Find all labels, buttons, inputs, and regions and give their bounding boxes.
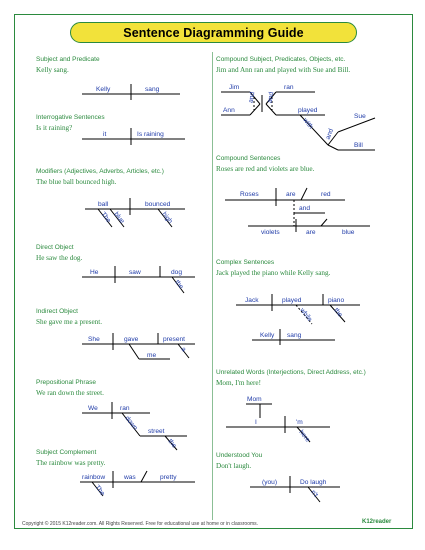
diagram-word: Kelly — [96, 86, 111, 93]
section-heading: Indirect Object — [36, 308, 78, 315]
diagram-direct-object: He saw dog the — [82, 266, 195, 294]
diagram-word: and — [248, 91, 257, 103]
section-sentence: Don't laugh. — [216, 462, 252, 470]
diagram-word: n't — [309, 489, 319, 499]
diagram-word: it — [103, 131, 106, 138]
diagram-word: Bill — [354, 142, 363, 149]
diagram-word: (you) — [262, 479, 277, 486]
section-heading: Direct Object — [36, 244, 74, 251]
diagram-indirect-object: She gave present me a — [82, 333, 195, 360]
diagram-word: ball — [98, 201, 109, 208]
diagram-word: down — [123, 415, 138, 432]
section-heading: Modifiers (Adjectives, Adverbs, Articles… — [36, 168, 164, 175]
section-sentence: He saw the dog. — [36, 254, 83, 262]
diagram-word: was — [123, 474, 136, 481]
section-heading: Compound Sentences — [216, 155, 281, 162]
diagram-word: and — [299, 205, 310, 212]
diagram-word: dog — [171, 269, 182, 276]
section-sentence: The rainbow was pretty. — [36, 459, 106, 467]
diagram-word: Do laugh — [300, 479, 327, 486]
diagram-prepositional: We ran down street the — [82, 402, 187, 451]
diagram-modifiers: ball bounced The blue high — [85, 198, 185, 228]
diagram-compound-sentences: Roses are red and violets are blue — [225, 187, 370, 236]
section-sentence: Mom, I'm here! — [216, 379, 262, 387]
diagram-word: and — [325, 128, 335, 141]
diagram-word: We — [88, 405, 98, 412]
diagram-word: Jack — [245, 297, 259, 304]
diagram-word: bounced — [145, 201, 171, 208]
section-heading: Complex Sentences — [216, 259, 275, 266]
section-heading: Prepositional Phrase — [36, 379, 96, 386]
diagram-word: pretty — [160, 474, 177, 481]
diagram-word: 'm — [296, 419, 303, 426]
section-sentence: Jim and Ann ran and played with Sue and … — [216, 66, 351, 74]
diagram-word: The — [93, 484, 106, 498]
section-heading: Compound Subject, Predicates, Objects, e… — [216, 56, 346, 63]
diagram-word: the — [166, 438, 177, 450]
section-heading: Subject and Predicate — [36, 56, 100, 63]
diagram-word: the — [173, 279, 184, 291]
section-sentence: Kelly sang. — [36, 66, 69, 74]
diagram-word: Jim — [229, 84, 240, 91]
diagram-word: sang — [145, 86, 160, 93]
page-title: Sentence Diagramming Guide — [123, 25, 304, 40]
diagram-word: the — [332, 307, 343, 319]
diagram-word: ran — [284, 84, 294, 91]
page-frame — [14, 14, 413, 529]
diagram-unrelated: Mom I 'm here — [226, 396, 330, 444]
diagram-word: sang — [287, 332, 302, 339]
brand-logo[interactable]: K12reader — [362, 519, 392, 525]
copyright-text: Copyright © 2015 K12reader.com. All Righ… — [22, 521, 259, 527]
diagram-word: He — [90, 269, 99, 276]
diagram-word: gave — [124, 336, 139, 343]
diagram-word: Roses — [240, 191, 259, 198]
diagram-word: Ann — [223, 107, 235, 114]
diagram-word: while — [298, 306, 314, 323]
diagram-word: She — [88, 336, 100, 343]
diagram-word: blue — [342, 229, 355, 236]
diagram-word: saw — [129, 269, 141, 276]
diagram-word: are — [286, 191, 296, 198]
diagram-word: me — [147, 352, 156, 359]
diagram-word: red — [321, 191, 331, 198]
diagram-subject-complement: rainbow was pretty The — [80, 470, 195, 498]
diagram-word: violets — [261, 229, 280, 236]
diagram-understood: (you) Do laugh n't — [250, 476, 340, 503]
diagram-word: are — [306, 229, 316, 236]
section-sentence: Is it raining? — [36, 124, 73, 132]
diagram-word: ran — [120, 405, 130, 412]
section-heading: Subject Complement — [36, 449, 97, 456]
section-sentence: She gave me a present. — [36, 318, 103, 326]
diagram-word: Mom — [247, 396, 262, 403]
diagram-word: played — [298, 107, 318, 114]
diagram-word: present — [163, 336, 185, 343]
diagram-word: a — [179, 346, 187, 353]
section-sentence: Roses are red and violets are blue. — [216, 165, 315, 173]
title-banner: Sentence Diagramming Guide — [70, 22, 357, 43]
diagram-word: blue — [112, 211, 125, 225]
column-divider — [212, 52, 213, 520]
section-heading: Understood You — [216, 452, 263, 459]
diagram-word: rainbow — [82, 474, 105, 481]
diagram-interrogative: it Is raining — [82, 128, 185, 145]
diagram-word: I — [255, 419, 257, 426]
diagram-word: played — [282, 297, 302, 304]
diagram-word: Sue — [354, 113, 366, 120]
diagram-word: The — [99, 211, 112, 225]
section-sentence: We ran down the street. — [36, 389, 104, 397]
diagram-complex: Jack played piano the while Kelly sang — [236, 294, 360, 345]
section-heading: Unrelated Words (Interjections, Direct A… — [216, 369, 366, 376]
diagram-compound: Jim Ann ran played and and with and Sue … — [221, 84, 376, 151]
diagram-word: high — [160, 211, 173, 225]
section-heading: Interrogative Sentences — [36, 114, 105, 121]
section-sentence: The blue ball bounced high. — [36, 178, 117, 186]
diagram-subject-predicate: Kelly sang — [82, 84, 180, 100]
section-sentence: Jack played the piano while Kelly sang. — [216, 269, 331, 277]
diagram-word: Is raining — [137, 131, 164, 138]
diagram-word: and — [267, 91, 276, 103]
diagram-word: piano — [328, 297, 344, 304]
diagram-word: Kelly — [260, 332, 275, 339]
diagram-word: street — [148, 428, 165, 435]
